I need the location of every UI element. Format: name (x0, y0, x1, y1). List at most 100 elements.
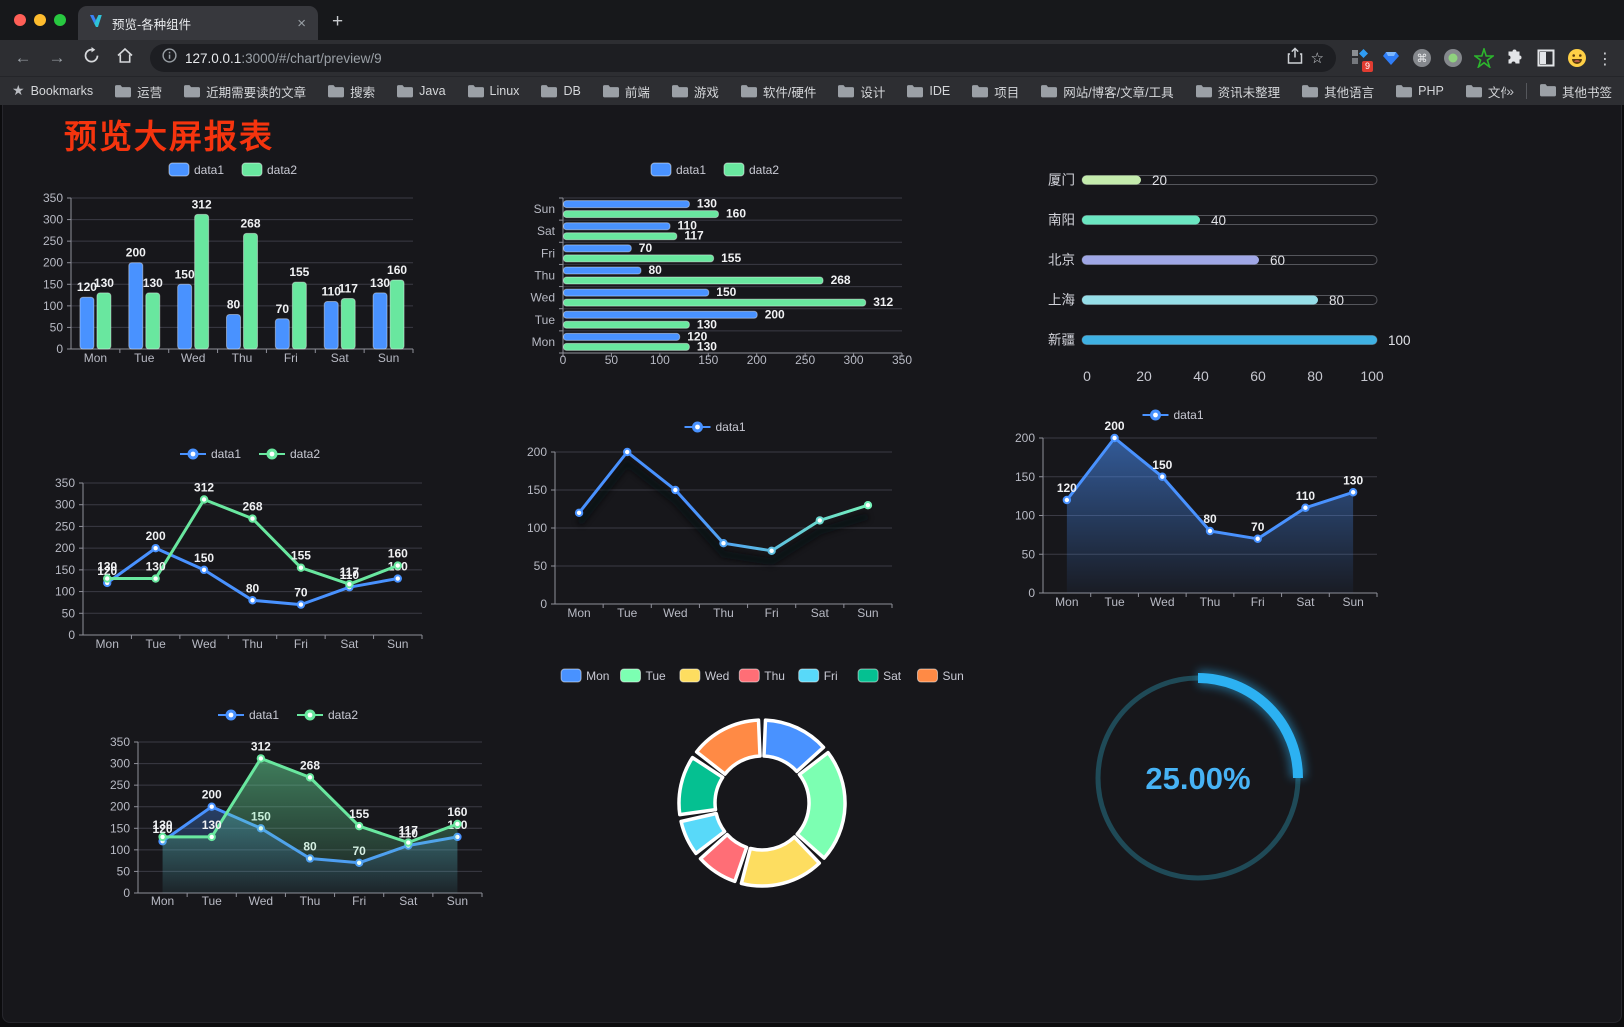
traffic-light-minimize[interactable] (34, 14, 46, 26)
svg-text:Thu: Thu (1200, 595, 1221, 609)
svg-text:⌘: ⌘ (1416, 53, 1427, 65)
svg-text:Sat: Sat (399, 894, 418, 908)
split-screen-icon[interactable] (1532, 45, 1559, 71)
svg-text:150: 150 (1015, 470, 1035, 484)
svg-text:110: 110 (322, 285, 342, 299)
bookmark-item[interactable]: 网站/博客/文章/工具 (1040, 82, 1174, 101)
forward-button[interactable]: → (48, 48, 66, 67)
svg-text:200: 200 (55, 541, 75, 555)
svg-text:130: 130 (697, 317, 717, 331)
tab-close-button[interactable]: × (297, 14, 306, 32)
svg-text:Thu: Thu (534, 269, 555, 283)
svg-text:Wed: Wed (531, 291, 555, 305)
svg-text:160: 160 (726, 207, 746, 221)
svg-text:100: 100 (55, 585, 75, 599)
svg-text:Fri: Fri (541, 246, 555, 260)
extension-dot-icon[interactable] (1439, 45, 1466, 71)
bookmark-item[interactable]: 近期需要读的文章 (183, 82, 306, 101)
svg-text:60: 60 (1270, 253, 1285, 268)
folder-icon (907, 85, 924, 98)
svg-text:150: 150 (110, 821, 130, 835)
extension-grid-icon[interactable]: 9 (1346, 45, 1373, 72)
extension-command-icon[interactable]: ⌘ (1408, 45, 1435, 71)
svg-text:155: 155 (289, 265, 309, 279)
chart-line-basic[interactable]: data1 data2 0 50 100 150 200 250 300 350 Mon Tue Wed… (45, 430, 435, 662)
bookmark-item[interactable]: 前端 (602, 82, 650, 101)
svg-text:110: 110 (1296, 489, 1316, 503)
bookmark-item[interactable]: 游戏 (671, 82, 719, 101)
back-button[interactable]: ← (14, 48, 32, 67)
other-bookmarks-button[interactable]: 其他书签 (1539, 82, 1612, 101)
svg-text:50: 50 (534, 559, 548, 573)
chart-area-double[interactable]: data1 data2 0 50 100 150 200 250 300 350 Mon Tue Wed… (90, 695, 490, 923)
emoji-extension-icon[interactable] (1563, 45, 1590, 71)
svg-text:Tue: Tue (146, 637, 167, 651)
svg-text:350: 350 (55, 476, 75, 490)
extension-badge: 9 (1361, 61, 1373, 72)
address-bar[interactable]: 127.0.0.1:3000/#/chart/preview/9 ☆ (150, 44, 1336, 72)
bookmark-item[interactable]: 软件/硬件 (740, 82, 816, 101)
svg-text:Wed: Wed (663, 606, 687, 620)
bookmark-item[interactable]: Linux (467, 84, 519, 98)
extension-gem-icon[interactable] (1377, 45, 1404, 71)
traffic-light-zoom[interactable] (54, 14, 66, 26)
svg-text:100: 100 (527, 521, 547, 535)
site-info-icon[interactable] (162, 48, 177, 68)
svg-text:100: 100 (1388, 333, 1411, 348)
svg-text:Wed: Wed (249, 894, 273, 908)
svg-text:150: 150 (175, 267, 195, 281)
bookmark-item[interactable]: 项目 (971, 82, 1019, 101)
chart-gauge[interactable]: 25.00% (1078, 658, 1323, 903)
chart-bar-grouped[interactable]: data1 data2 0 50 100 150 200 250 300 350 Mon Tue Wed… (43, 150, 435, 378)
chart-line-gradient[interactable]: data1 0 50 100 150 200 Mon Tue Wed Thu Fri Sat Sun (505, 405, 905, 631)
svg-text:data1: data1 (194, 163, 224, 177)
bookmark-item[interactable]: 设计 (837, 82, 885, 101)
svg-text:data1: data1 (249, 708, 279, 722)
divider (1525, 83, 1527, 99)
bookmark-item[interactable]: 资讯未整理 (1195, 82, 1280, 101)
reload-button[interactable] (76, 47, 106, 69)
svg-text:110: 110 (399, 827, 419, 841)
bookmarks-manager[interactable]: ★ Bookmarks (12, 83, 94, 99)
svg-text:Thu: Thu (232, 351, 253, 365)
svg-text:70: 70 (276, 302, 290, 316)
svg-text:312: 312 (251, 739, 271, 753)
new-tab-button[interactable]: + (332, 11, 344, 32)
bookmark-item[interactable]: 文件服务器 (1465, 82, 1506, 101)
chart-donut[interactable]: Mon Tue Wed Thu Fri Sat Sun (560, 660, 964, 905)
bookmark-star-icon[interactable]: ☆ (1310, 49, 1324, 67)
home-button[interactable] (110, 47, 140, 69)
extensions-puzzle-icon[interactable] (1501, 45, 1528, 71)
bookmark-item[interactable]: 其他语言 (1301, 82, 1374, 101)
bookmark-item[interactable]: IDE (906, 84, 950, 98)
bookmark-item[interactable]: 搜索 (327, 82, 375, 101)
svg-text:110: 110 (340, 568, 360, 582)
bookmarks-overflow-button[interactable]: » (1506, 83, 1514, 99)
bookmark-item[interactable]: 运营 (114, 82, 162, 101)
browser-tab[interactable]: 预览-各种组件 × (78, 6, 318, 40)
svg-text:20: 20 (1152, 173, 1167, 188)
svg-text:250: 250 (43, 234, 63, 248)
svg-text:Thu: Thu (713, 606, 734, 620)
browser-menu-button[interactable]: ⋮ (1597, 48, 1613, 68)
svg-text:Sat: Sat (811, 606, 830, 620)
bookmark-item[interactable]: DB (540, 84, 581, 98)
svg-text:新疆: 新疆 (1048, 333, 1075, 348)
chart-area-single[interactable]: data1 0 50 100 150 200 Mon Tue Wed Thu Fri Sat Sun 12… (975, 390, 1390, 618)
svg-text:120: 120 (687, 329, 707, 343)
svg-text:data2: data2 (749, 163, 779, 177)
extension-star-icon[interactable] (1470, 45, 1497, 71)
chart-progress-bars[interactable]: 厦门 20 南阳 40 北京 60 上海 80 新疆 100 0 20 40 60 80 100 (985, 150, 1415, 395)
svg-text:50: 50 (62, 606, 76, 620)
svg-text:Sat: Sat (331, 351, 350, 365)
svg-text:350: 350 (43, 191, 63, 205)
bookmark-item[interactable]: PHP (1395, 84, 1444, 98)
svg-text:Mon: Mon (567, 606, 590, 620)
bookmark-item[interactable]: Java (396, 84, 446, 98)
share-icon[interactable] (1287, 46, 1303, 70)
traffic-light-close[interactable] (14, 14, 26, 26)
svg-text:117: 117 (684, 229, 704, 243)
svg-text:120: 120 (77, 280, 97, 294)
svg-text:Wed: Wed (1150, 595, 1174, 609)
